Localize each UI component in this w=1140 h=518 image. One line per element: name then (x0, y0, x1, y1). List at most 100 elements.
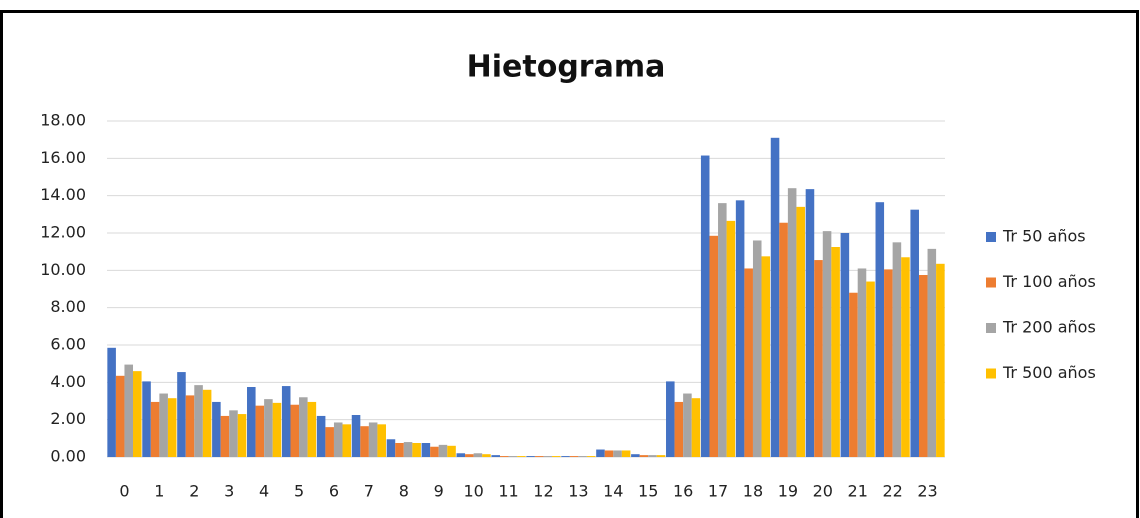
bar (316, 415, 326, 457)
bar (631, 454, 640, 457)
bar (517, 456, 526, 457)
x-tick-label: 19 (778, 482, 798, 501)
bar (395, 443, 404, 457)
x-tick-label: 15 (638, 482, 658, 501)
y-tick-label: 16.00 (40, 148, 86, 167)
legend-swatch (986, 323, 996, 333)
x-tick-label: 7 (364, 482, 374, 501)
bar (805, 189, 815, 457)
bar (779, 222, 788, 457)
y-tick-label: 4.00 (50, 372, 86, 391)
bar (438, 444, 448, 457)
bar (272, 402, 282, 457)
x-tick-label: 13 (568, 482, 588, 501)
bar (666, 381, 675, 457)
bar (447, 445, 456, 457)
bar (377, 424, 386, 457)
legend-label: Tr 50 años (1002, 227, 1086, 246)
bar (202, 389, 212, 457)
bar (578, 456, 587, 457)
y-tick-label: 14.00 (40, 185, 86, 204)
x-tick-label: 1 (154, 482, 164, 501)
legend-label: Tr 200 años (1002, 318, 1096, 337)
x-tick-label: 11 (498, 482, 518, 501)
bar (491, 455, 500, 457)
bar (691, 398, 701, 457)
bar (674, 401, 684, 457)
bar (115, 375, 125, 457)
bar (368, 422, 378, 457)
bar (596, 449, 605, 457)
bar (849, 292, 858, 457)
bar (133, 371, 142, 457)
bar (552, 456, 561, 457)
bar (534, 456, 544, 457)
x-tick-label: 18 (743, 482, 763, 501)
bar (875, 202, 885, 457)
bar (473, 453, 483, 457)
bar (936, 263, 945, 457)
legend-swatch (986, 232, 996, 242)
bar (927, 248, 937, 457)
bar (325, 427, 334, 457)
bar (220, 415, 230, 457)
y-tick-label: 6.00 (50, 335, 86, 354)
bar (639, 455, 649, 457)
bar (508, 456, 518, 457)
bar (237, 414, 247, 457)
x-tick-label: 8 (399, 482, 409, 501)
bar (307, 401, 317, 457)
bar (247, 387, 256, 457)
bar (351, 415, 361, 457)
bar (107, 347, 116, 457)
bar (299, 397, 308, 457)
bar (264, 399, 273, 457)
bar (229, 410, 238, 457)
bar (796, 206, 805, 457)
bar (281, 386, 291, 457)
x-tick-label: 0 (119, 482, 129, 501)
bar (360, 426, 369, 457)
x-tick-label: 23 (917, 482, 937, 501)
x-tick-label: 21 (848, 482, 868, 501)
bar (822, 231, 832, 457)
bar (430, 446, 439, 457)
bar (709, 235, 719, 457)
bar (333, 422, 343, 457)
x-tick-label: 9 (434, 482, 444, 501)
bar (840, 233, 850, 457)
bar (465, 454, 474, 457)
bar (656, 455, 666, 457)
bar (718, 203, 727, 457)
bar (142, 381, 151, 457)
x-tick-label: 3 (224, 482, 234, 501)
bar (569, 456, 579, 457)
bar (526, 456, 535, 457)
x-tick-label: 6 (329, 482, 339, 501)
legend-label: Tr 500 años (1002, 363, 1096, 382)
bar (586, 456, 596, 457)
bar (884, 269, 893, 457)
x-tick-label: 5 (294, 482, 304, 501)
bar (857, 268, 867, 457)
bar (787, 188, 797, 457)
bar (456, 453, 466, 457)
y-tick-label: 10.00 (40, 260, 86, 279)
chart-title: Hietograma (467, 50, 666, 85)
bar (499, 456, 509, 457)
x-tick-label: 4 (259, 482, 269, 501)
bar (177, 372, 186, 457)
x-tick-label: 10 (463, 482, 483, 501)
x-tick-label: 12 (533, 482, 553, 501)
x-tick-label: 14 (603, 482, 623, 501)
x-tick-label: 16 (673, 482, 693, 501)
y-tick-label: 2.00 (50, 409, 86, 428)
y-tick-label: 8.00 (50, 297, 86, 316)
bar (892, 242, 902, 457)
bar (726, 220, 736, 457)
bar (866, 281, 875, 457)
bar (648, 455, 657, 457)
y-tick-label: 12.00 (40, 223, 86, 242)
legend-swatch (986, 277, 996, 288)
